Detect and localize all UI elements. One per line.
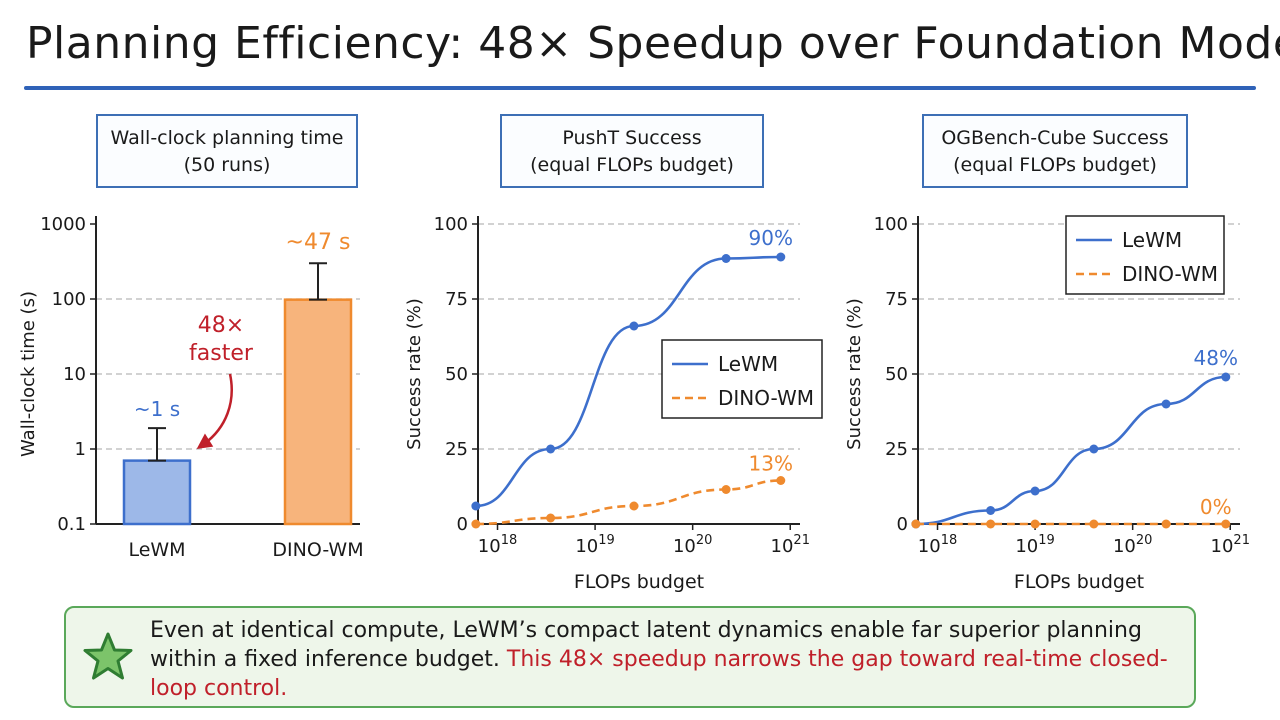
- y-tick-label: 75: [445, 289, 468, 310]
- x-tick-label: LeWM: [128, 539, 185, 561]
- x-tick-label: 1020: [1113, 533, 1152, 557]
- dino-wm-final-label: 0%: [1200, 495, 1232, 519]
- lewm-point: [1161, 399, 1171, 409]
- x-tick-label: 1019: [1015, 533, 1054, 557]
- speedup-arrow: [203, 373, 233, 446]
- legend-box: [1065, 215, 1225, 295]
- panel-title-line1: Wall-clock planning time: [110, 127, 344, 149]
- bar-dino-wm: [283, 298, 353, 526]
- y-tick-label: 50: [445, 364, 468, 385]
- dino-wm-point: [471, 519, 481, 529]
- series-lewm-line: [915, 375, 1226, 526]
- x-tick-label: 1018: [478, 533, 517, 557]
- legend-label-dino-wm: DINO-WM: [718, 386, 814, 410]
- speedup-label: faster: [189, 341, 254, 366]
- summary-text-highlight: This 48× speedup narrows the gap toward …: [150, 647, 1168, 701]
- lewm-point: [721, 254, 731, 263]
- y-tick-label: 100: [434, 214, 468, 235]
- panel-title-line1: PushT Success: [562, 127, 702, 149]
- panel-title-line2: (50 runs): [183, 154, 271, 176]
- y-tick-label: 0: [457, 514, 468, 535]
- y-tick-label: 25: [445, 439, 468, 460]
- dino-wm-point: [1161, 519, 1171, 529]
- x-tick-label: 1018: [918, 533, 957, 557]
- legend-label-lewm: LeWM: [1122, 228, 1182, 252]
- x-tick-label: 1020: [673, 533, 712, 557]
- y-axis-label: Success rate (%): [404, 298, 425, 450]
- x-axis-label: FLOPs budget: [574, 571, 704, 593]
- lewm-final-label: 90%: [749, 226, 793, 250]
- lewm-point: [1089, 444, 1099, 454]
- dino-time-label: ~47 s: [286, 230, 351, 255]
- bar-lewm: [122, 459, 192, 526]
- lewm-point: [629, 321, 639, 331]
- star-icon: [83, 632, 133, 680]
- x-tick-label: 1019: [575, 533, 614, 557]
- y-tick-label: 1000: [40, 214, 86, 235]
- lewm-point: [986, 506, 996, 515]
- lewm-point: [776, 252, 786, 262]
- y-tick-label: 50: [885, 364, 908, 385]
- y-tick-label: 100: [52, 289, 86, 310]
- y-tick-label: 100: [874, 214, 908, 235]
- page-title: Planning Efficiency: 48× Speedup over Fo…: [26, 18, 1280, 69]
- y-tick-label: 0.1: [57, 514, 86, 535]
- summary-note: Even at identical compute, LeWM’s compac…: [64, 606, 1196, 708]
- y-tick-label: 0: [897, 514, 908, 535]
- y-tick-label: 25: [885, 439, 908, 460]
- dino-wm-point: [1030, 519, 1040, 529]
- y-axis-label: Success rate (%): [844, 298, 865, 450]
- summary-text: Even at identical compute, LeWM’s compac…: [150, 616, 1180, 703]
- panel-title-line2: (equal FLOPs budget): [953, 154, 1157, 176]
- dino-wm-point: [629, 501, 639, 511]
- speedup-label: 48×: [198, 313, 244, 338]
- dino-wm-point: [911, 519, 921, 529]
- x-tick-label: 1021: [771, 533, 810, 557]
- dino-wm-point: [546, 513, 556, 523]
- lewm-point: [546, 444, 556, 454]
- legend-label-dino-wm: DINO-WM: [1122, 262, 1218, 286]
- series-dino-wm-line: [475, 479, 781, 526]
- dino-wm-point: [776, 476, 786, 485]
- panel-title-pusht: PushT Success (equal FLOPs budget): [500, 114, 764, 188]
- lewm-time-label: ~1 s: [134, 397, 180, 421]
- lewm-point: [1030, 486, 1040, 496]
- lewm-point: [471, 501, 481, 511]
- panel-title-ogbench: OGBench-Cube Success (equal FLOPs budget…: [922, 114, 1188, 188]
- lewm-point: [1221, 372, 1231, 382]
- dino-wm-point: [1089, 519, 1099, 529]
- x-tick-label: DINO-WM: [272, 539, 363, 561]
- dino-wm-final-label: 13%: [749, 452, 793, 476]
- legend-box: [661, 339, 823, 419]
- panel-title-walltime: Wall-clock planning time (50 runs): [96, 114, 358, 188]
- x-axis-label: FLOPs budget: [1014, 571, 1144, 593]
- panel-title-line2: (equal FLOPs budget): [530, 154, 734, 176]
- lewm-final-label: 48%: [1194, 346, 1238, 370]
- y-tick-label: 75: [885, 289, 908, 310]
- legend-label-lewm: LeWM: [718, 352, 778, 376]
- dino-wm-point: [1221, 519, 1231, 529]
- summary-text-main: Even at identical compute, LeWM’s compac…: [150, 618, 1142, 672]
- y-axis-label: Wall-clock time (s): [18, 291, 39, 457]
- title-underline: [24, 86, 1256, 90]
- dino-wm-point: [986, 519, 996, 529]
- dino-wm-point: [721, 485, 731, 494]
- y-tick-label: 1: [75, 439, 86, 460]
- y-tick-label: 10: [63, 364, 86, 385]
- panel-title-line1: OGBench-Cube Success: [941, 127, 1169, 149]
- arrowhead-icon: [196, 433, 214, 449]
- x-tick-label: 1021: [1211, 533, 1250, 557]
